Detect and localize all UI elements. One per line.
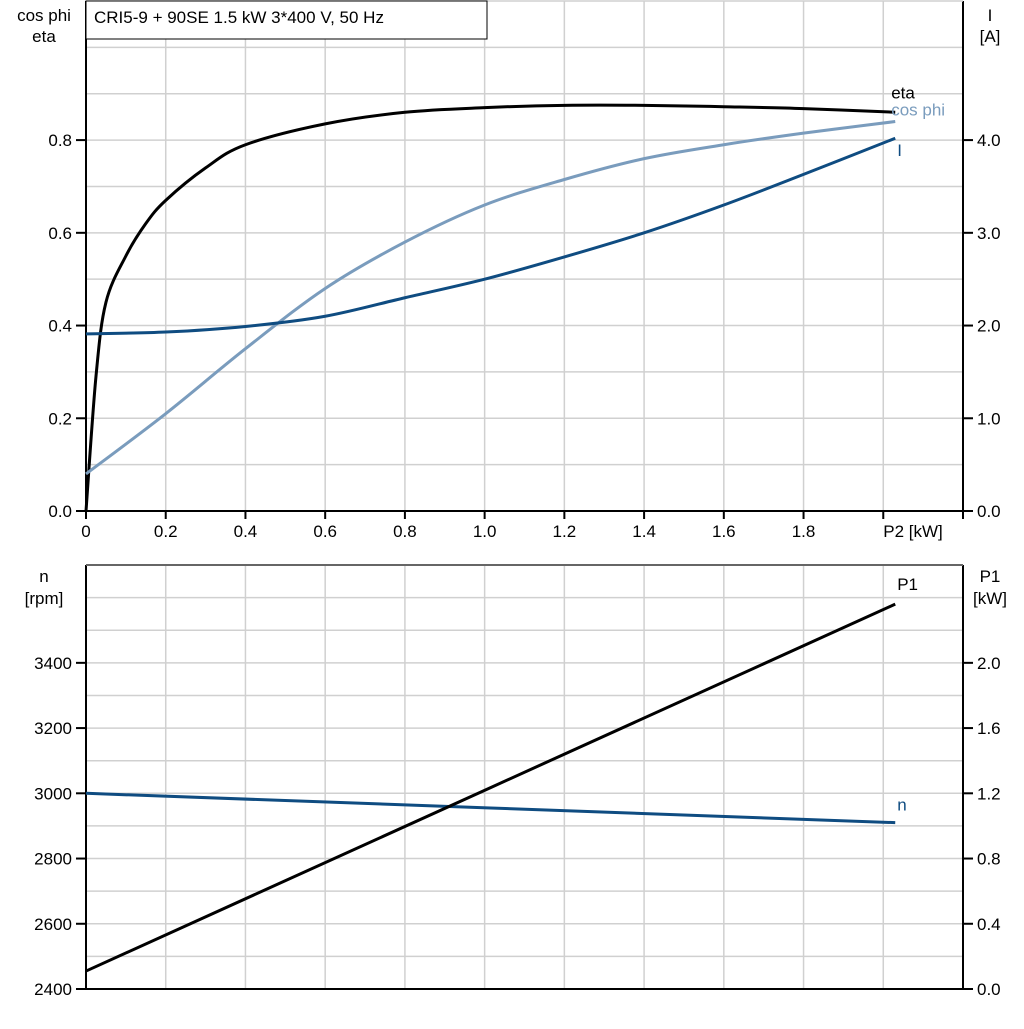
- x-axis-label: P2 [kW]: [883, 522, 943, 541]
- left-tick-label: 2600: [34, 915, 72, 934]
- series-n-line: [85, 791, 896, 825]
- left-axis-label: cos phi: [17, 6, 71, 25]
- x-tick-label: 0.6: [313, 522, 337, 541]
- x-tick-label: 1.0: [473, 522, 497, 541]
- right-tick-label: 0.4: [977, 915, 1001, 934]
- x-tick-label: 1.6: [712, 522, 736, 541]
- left-tick-label: 0.4: [48, 317, 72, 336]
- left-axis-unit: eta: [32, 27, 56, 46]
- x-tick-label: 1.4: [632, 522, 656, 541]
- right-tick-label: 2.0: [977, 317, 1001, 336]
- left-tick-label: 0.8: [48, 131, 72, 150]
- left-axis-unit: [rpm]: [25, 589, 64, 608]
- left-tick-label: 0.0: [48, 502, 72, 521]
- right-tick-label: 3.0: [977, 224, 1001, 243]
- series-label-I: I: [897, 141, 902, 160]
- right-axis-label: P1: [980, 567, 1001, 586]
- x-tick-label: 1.8: [792, 522, 816, 541]
- chart-title: CRI5-9 + 90SE 1.5 kW 3*400 V, 50 Hz: [94, 8, 384, 27]
- right-tick-label: 0.0: [977, 980, 1001, 999]
- left-tick-label: 3000: [34, 784, 72, 803]
- right-axis-unit: [kW]: [973, 589, 1007, 608]
- series-label-n: n: [897, 796, 906, 815]
- left-tick-label: 2400: [34, 980, 72, 999]
- left-tick-label: 3400: [34, 654, 72, 673]
- x-tick-label: 1.2: [553, 522, 577, 541]
- right-tick-label: 1.2: [977, 784, 1001, 803]
- series-label-P1: P1: [897, 575, 918, 594]
- right-axis-unit: [A]: [980, 27, 1001, 46]
- series-P1-line: [85, 602, 896, 973]
- left-tick-label: 3200: [34, 719, 72, 738]
- left-axis-label: n: [39, 567, 48, 586]
- left-tick-label: 0.6: [48, 224, 72, 243]
- right-tick-label: 0.0: [977, 502, 1001, 521]
- x-tick-label: 0: [81, 522, 90, 541]
- left-tick-label: 2800: [34, 850, 72, 869]
- left-tick-label: 0.2: [48, 409, 72, 428]
- right-tick-label: 1.6: [977, 719, 1001, 738]
- series-label-cos-phi: cos phi: [891, 101, 945, 120]
- right-axis-label: I: [988, 6, 993, 25]
- right-tick-label: 1.0: [977, 409, 1001, 428]
- series-I-line: [85, 136, 896, 336]
- series-cos-phi-line: [85, 120, 896, 476]
- title-box: [85, 0, 488, 40]
- right-tick-label: 2.0: [977, 654, 1001, 673]
- series-eta-line: [84, 103, 896, 512]
- right-tick-label: 0.8: [977, 850, 1001, 869]
- x-tick-label: 0.4: [234, 522, 258, 541]
- series-label-eta: eta: [891, 83, 915, 102]
- right-tick-label: 4.0: [977, 131, 1001, 150]
- x-tick-label: 0.2: [154, 522, 178, 541]
- x-tick-label: 0.8: [393, 522, 417, 541]
